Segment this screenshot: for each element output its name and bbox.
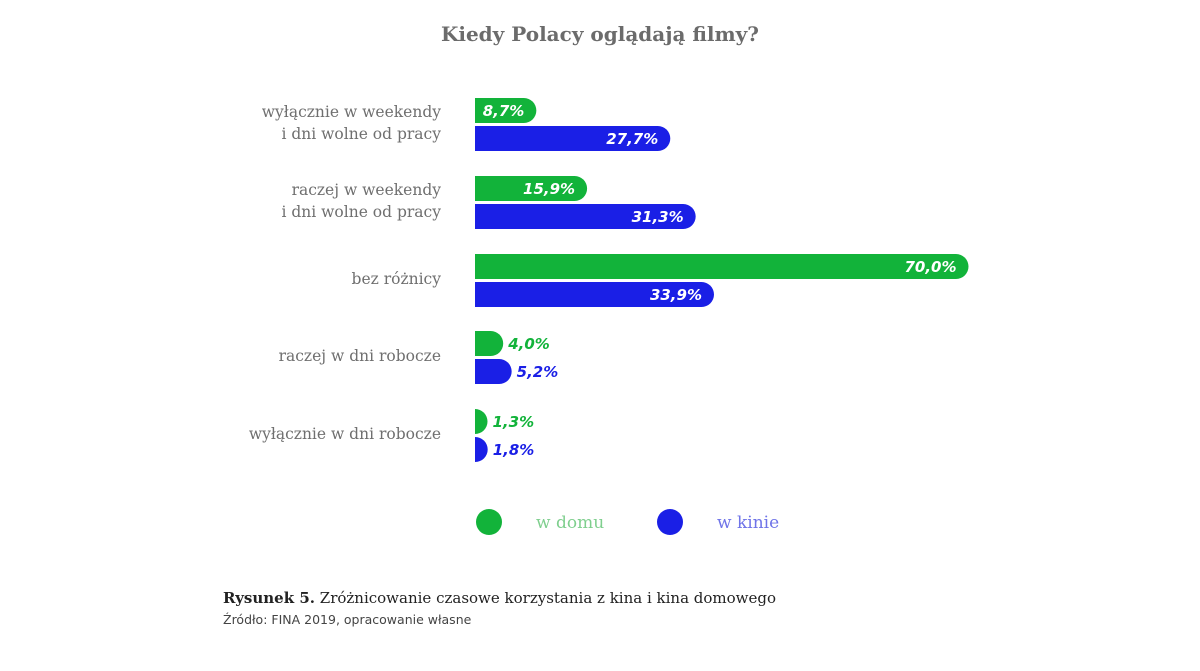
chart-title: Kiedy Polacy oglądają filmy? xyxy=(440,22,760,46)
data-label: 15,9% xyxy=(523,180,575,198)
category-label: i dni wolne od pracy xyxy=(281,125,441,143)
data-label: 8,7% xyxy=(483,102,525,120)
data-label: 5,2% xyxy=(517,363,559,381)
data-label: 33,9% xyxy=(650,286,702,304)
bar-w-domu xyxy=(475,254,969,279)
bar-w-domu xyxy=(475,331,504,356)
legend-marker-w-kinie xyxy=(657,509,683,535)
data-label: 31,3% xyxy=(632,208,684,226)
category-label: raczej w dni robocze xyxy=(279,347,441,365)
category-label: i dni wolne od pracy xyxy=(281,203,441,221)
category-label: wyłącznie w weekendy xyxy=(262,103,441,121)
bar-w-kinie xyxy=(475,282,714,307)
caption-text: Zróżnicowanie czasowe korzystania z kina… xyxy=(315,589,777,607)
bar-w-kinie xyxy=(475,359,512,384)
data-label: 70,0% xyxy=(904,258,956,276)
data-label: 27,7% xyxy=(606,130,658,148)
caption-prefix: Rysunek 5. xyxy=(223,589,315,607)
figure-source: Źródło: FINA 2019, opracowanie własne xyxy=(223,612,472,627)
legend-label-w-kinie: w kinie xyxy=(717,513,779,533)
legend-label-w-domu: w domu xyxy=(536,513,604,533)
bar-w-domu xyxy=(475,409,488,434)
bar-w-kinie xyxy=(475,204,696,229)
bar-chart: wyłącznie w weekendy i dni wolne od pracy… xyxy=(249,98,969,535)
data-label: 1,3% xyxy=(493,413,535,431)
legend-marker-w-domu xyxy=(476,509,502,535)
data-label: 1,8% xyxy=(493,441,535,459)
bar-w-kinie xyxy=(475,437,488,462)
category-label: wyłącznie w dni robocze xyxy=(249,425,441,443)
bar-w-domu xyxy=(475,98,537,123)
data-label: 4,0% xyxy=(507,335,550,353)
bar-w-domu xyxy=(475,176,588,201)
figure-caption: Rysunek 5. Zróżnicowanie czasowe korzyst… xyxy=(223,589,776,607)
bar-w-kinie xyxy=(475,126,671,151)
category-label: bez różnicy xyxy=(352,270,442,288)
category-label: raczej w weekendy xyxy=(292,181,442,199)
